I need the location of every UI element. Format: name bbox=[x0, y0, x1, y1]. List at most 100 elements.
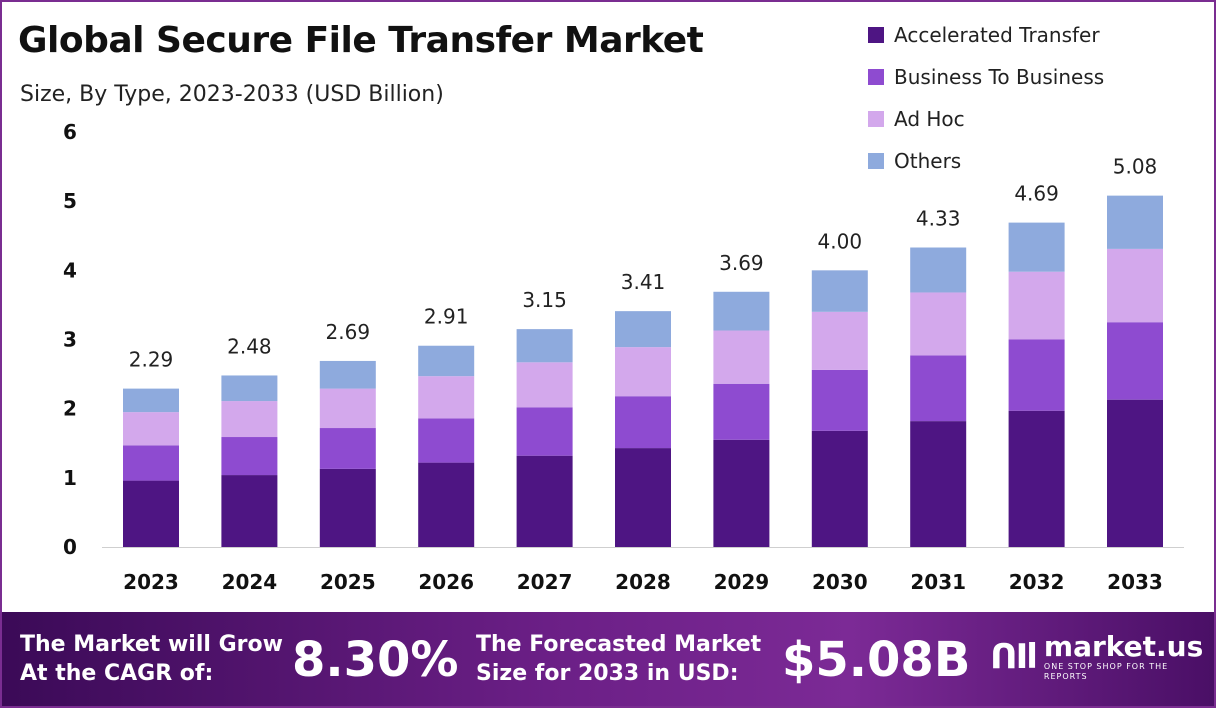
y-tick-label: 3 bbox=[63, 328, 77, 352]
legend-swatch bbox=[868, 111, 884, 127]
bar-segment bbox=[1008, 222, 1065, 272]
bar-segment bbox=[221, 401, 278, 438]
x-tick-label: 2032 bbox=[1009, 570, 1065, 594]
bar-segment bbox=[221, 375, 278, 402]
bar-segment bbox=[221, 475, 278, 547]
chart-title: Global Secure File Transfer Market bbox=[18, 20, 704, 61]
bar-segment bbox=[615, 396, 671, 449]
x-tick-label: 2027 bbox=[517, 570, 573, 594]
legend-label: Others bbox=[894, 149, 962, 173]
cagr-label-line2: At the CAGR of: bbox=[20, 661, 214, 686]
bar-segment bbox=[811, 430, 868, 547]
bar-total-label: 3.41 bbox=[621, 270, 666, 294]
x-tick-label: 2033 bbox=[1107, 570, 1163, 594]
x-tick-label: 2026 bbox=[418, 570, 474, 594]
legend-item: Others bbox=[868, 140, 1104, 182]
legend-swatch bbox=[868, 69, 884, 85]
bar-segment bbox=[910, 421, 967, 547]
x-tick-label: 2025 bbox=[320, 570, 376, 594]
bar-segment bbox=[516, 455, 573, 547]
legend-label: Ad Hoc bbox=[894, 107, 965, 131]
logo-name: market.us bbox=[1043, 630, 1204, 663]
x-tick-label: 2030 bbox=[812, 570, 868, 594]
bar-segment bbox=[319, 360, 376, 389]
bar-segment bbox=[910, 247, 967, 293]
bar-segment bbox=[516, 329, 573, 363]
bar-total-label: 3.15 bbox=[522, 288, 567, 312]
bar-segment bbox=[319, 388, 376, 429]
x-tick-label: 2031 bbox=[910, 570, 966, 594]
bar-segment bbox=[1107, 248, 1163, 323]
bar-total-label: 3.69 bbox=[719, 251, 764, 275]
bar-segment bbox=[1008, 410, 1065, 547]
bar-segment bbox=[811, 311, 868, 370]
bar-segment bbox=[418, 418, 475, 463]
legend-item: Ad Hoc bbox=[868, 98, 1104, 140]
y-tick-label: 5 bbox=[63, 189, 77, 213]
bar-total-label: 4.69 bbox=[1014, 182, 1059, 206]
bar-segment bbox=[418, 345, 475, 377]
x-tick-label: 2028 bbox=[615, 570, 671, 594]
forecast-value: $5.08B bbox=[782, 632, 971, 688]
bar-segment bbox=[615, 347, 671, 397]
bar-total-label: 4.33 bbox=[916, 207, 961, 231]
bar-segment bbox=[123, 480, 179, 547]
y-tick-label: 0 bbox=[63, 535, 77, 559]
bar-segment bbox=[811, 270, 868, 312]
bar-segment bbox=[910, 355, 967, 422]
bar-segment bbox=[615, 311, 671, 348]
bar-segment bbox=[418, 376, 475, 419]
forecast-label-line1: The Forecasted Market bbox=[476, 632, 762, 657]
x-tick-label: 2024 bbox=[222, 570, 278, 594]
stacked-bar-chart: 0 1 2 3 4 5 6 2.29 2023 2.48 2024 2.69 2025 2.91 2026 3… bbox=[63, 120, 1184, 594]
x-tick-label: 2023 bbox=[123, 570, 179, 594]
legend-item: Business To Business bbox=[868, 56, 1104, 98]
bar-total-label: 5.08 bbox=[1113, 155, 1158, 179]
y-tick-label: 1 bbox=[63, 466, 77, 490]
bar-segment bbox=[811, 369, 868, 431]
y-tick-label: 2 bbox=[63, 397, 77, 421]
bar-total-label: 4.00 bbox=[818, 229, 863, 253]
bar-total-label: 2.91 bbox=[424, 305, 469, 329]
bar-segment bbox=[615, 448, 671, 547]
bar-segment bbox=[123, 445, 179, 481]
bar-total-label: 2.69 bbox=[326, 320, 371, 344]
bar-segment bbox=[713, 383, 770, 440]
y-tick-label: 6 bbox=[63, 120, 77, 144]
bar-total-label: 2.29 bbox=[129, 348, 174, 372]
chart-legend: Accelerated Transfer Business To Business… bbox=[868, 14, 1104, 182]
bar-segment bbox=[418, 462, 475, 547]
bar-segment bbox=[1107, 195, 1163, 249]
cagr-label-line1: The Market will Grow bbox=[20, 632, 283, 657]
bar-segment bbox=[319, 428, 376, 469]
legend-label: Business To Business bbox=[894, 65, 1105, 89]
legend-label: Accelerated Transfer bbox=[894, 23, 1100, 47]
bar-segment bbox=[123, 412, 179, 446]
bar-segment bbox=[319, 468, 376, 547]
bar-segment bbox=[1008, 271, 1065, 340]
bar-segment bbox=[1008, 339, 1065, 411]
bar-segment bbox=[1107, 399, 1163, 547]
bar-segment bbox=[1107, 322, 1163, 400]
forecast-label-line2: Size for 2033 in USD: bbox=[476, 661, 739, 686]
cagr-label: The Market will Grow At the CAGR of: bbox=[20, 630, 283, 688]
bar-total-label: 2.48 bbox=[227, 334, 272, 358]
bar-segment bbox=[123, 388, 179, 413]
bar-segment bbox=[713, 291, 770, 331]
market-us-logo-icon: ᑎIl bbox=[990, 637, 1038, 677]
legend-item: Accelerated Transfer bbox=[868, 14, 1104, 56]
logo-tagline: ONE STOP SHOP FOR THE REPORTS bbox=[1043, 662, 1169, 681]
market-us-logo: ᑎIl market.us ONE STOP SHOP FOR THE REPO… bbox=[990, 632, 1214, 682]
y-tick-label: 4 bbox=[63, 258, 77, 282]
legend-swatch bbox=[868, 153, 884, 169]
summary-banner: The Market will Grow At the CAGR of: 8.3… bbox=[2, 612, 1214, 706]
bar-segment bbox=[910, 292, 967, 356]
bar-segment bbox=[713, 330, 770, 384]
chart-subtitle: Size, By Type, 2023-2033 (USD Billion) bbox=[20, 82, 444, 107]
bar-segment bbox=[221, 437, 278, 476]
bar-segment bbox=[516, 407, 573, 456]
bar-segment bbox=[713, 439, 770, 547]
cagr-value: 8.30% bbox=[292, 632, 459, 688]
forecast-label: The Forecasted Market Size for 2033 in U… bbox=[476, 630, 761, 688]
